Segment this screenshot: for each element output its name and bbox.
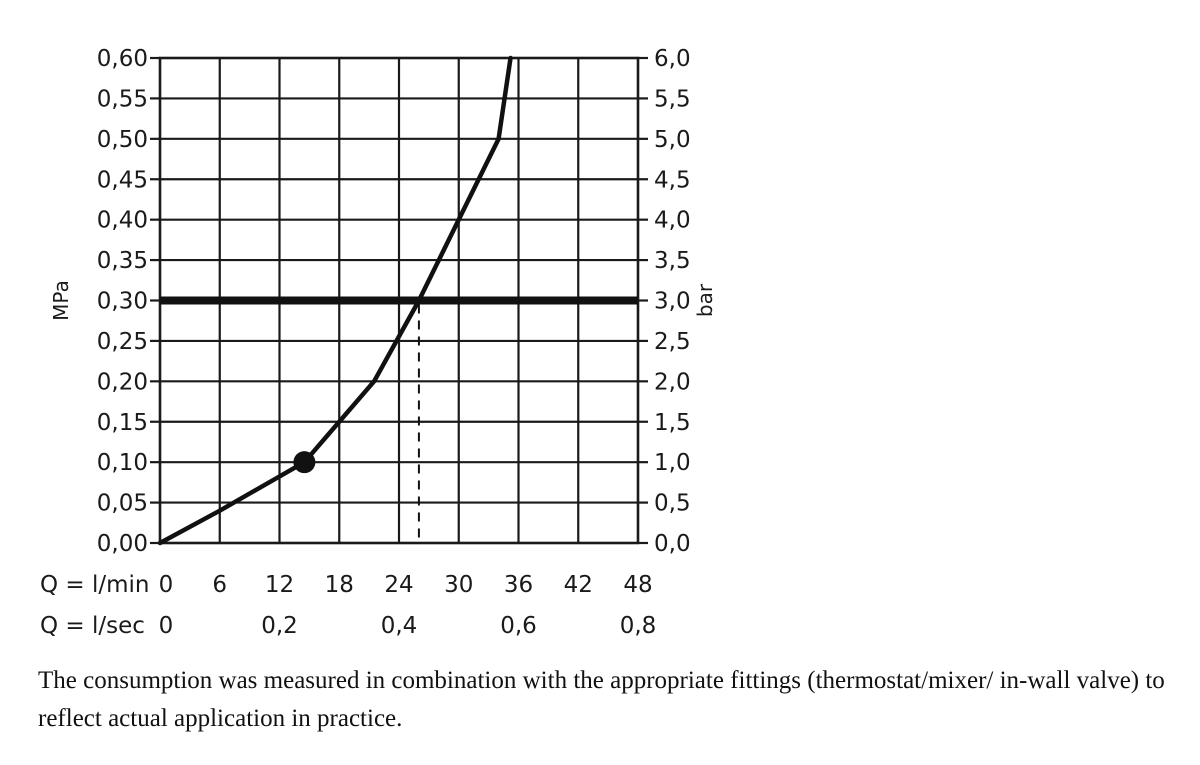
left-tick-label: 0,10 <box>97 450 148 476</box>
right-tick-label: 4,0 <box>654 208 691 234</box>
operating-point-marker <box>293 451 316 474</box>
x-tick-label-lmin: 24 <box>384 572 413 598</box>
x-axis-rows: Q = l/min 0 6 12 18 24 30 36 42 48 Q = l/sec 0 0,2 0,… <box>40 572 656 639</box>
x-tick-label-lsec: 0,2 <box>261 613 298 639</box>
right-tick-label: 5,5 <box>654 86 691 112</box>
series-group <box>157 55 513 546</box>
left-tick-label: 0,00 <box>97 531 148 557</box>
left-tick-label: 0,35 <box>97 248 148 274</box>
reference-line-group <box>160 296 638 543</box>
right-tick-label: 6,0 <box>654 46 691 72</box>
left-tick-label: 0,30 <box>97 289 148 315</box>
right-tick-label: 3,0 <box>654 289 691 315</box>
left-tick-label: 0,45 <box>97 167 148 193</box>
left-tick-label: 0,40 <box>97 208 148 234</box>
right-tick-label: 0,5 <box>654 491 691 517</box>
right-tick-label: 1,5 <box>654 410 691 436</box>
left-tick-label: 0,25 <box>97 329 148 355</box>
right-tick-label: 1,0 <box>654 450 691 476</box>
x-tick-label-lmin: 48 <box>623 572 652 598</box>
left-tick-label: 0,55 <box>97 86 148 112</box>
right-tick-label: 2,5 <box>654 329 691 355</box>
right-tick-label: 4,5 <box>654 167 691 193</box>
x-axis-row-label-lsec: Q = l/sec <box>40 613 145 639</box>
flow-pressure-chart: 0,000,050,100,150,200,250,300,350,400,45… <box>40 46 717 639</box>
left-axis-ticks: 0,00 0,05 0,10 0,15 0,20 0,25 0,30 0,35 0,40 0,45… <box>97 46 160 557</box>
left-tick-label: 0,60 <box>97 46 148 72</box>
x-tick-label-lmin: 18 <box>325 572 354 598</box>
left-tick-label: 0,20 <box>97 369 148 395</box>
left-tick-label: 0,05 <box>97 491 148 517</box>
x-tick-label-lmin: 30 <box>444 572 473 598</box>
right-tick-label: 5,0 <box>654 127 691 153</box>
x-tick-label-lsec: 0,8 <box>620 613 657 639</box>
x-tick-label-lmin: 6 <box>212 572 227 598</box>
x-tick-label-lmin: 0 <box>159 572 174 598</box>
x-tick-label-lsec: 0 <box>159 613 174 639</box>
series-line <box>157 55 513 546</box>
x-tick-label-lsec: 0,6 <box>500 613 537 639</box>
x-tick-label-lmin: 12 <box>265 572 294 598</box>
y-axis-label-right: bar <box>693 283 717 317</box>
x-tick-label-lmin: 36 <box>504 572 533 598</box>
left-tick-label: 0,15 <box>97 410 148 436</box>
left-tick-label: 0,50 <box>97 127 148 153</box>
x-tick-label-lmin: 42 <box>564 572 593 598</box>
right-tick-label: 0,0 <box>654 531 691 557</box>
caption: The consumption was measured in combinat… <box>38 667 1165 732</box>
right-axis-ticks: 0,0 0,5 1,0 1,5 2,0 2,5 3,0 3,5 4,0 4,5 5,0 5,5 6,0 <box>638 46 691 557</box>
y-axis-label-left: MPa <box>49 280 73 321</box>
x-axis-row-label-lmin: Q = l/min <box>40 572 150 598</box>
right-tick-label: 2,0 <box>654 369 691 395</box>
right-tick-label: 3,5 <box>654 248 691 274</box>
x-tick-label-lsec: 0,4 <box>381 613 418 639</box>
